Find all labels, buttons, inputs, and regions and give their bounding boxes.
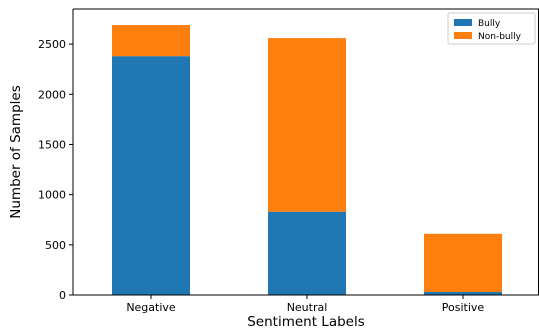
x-axis-label: Sentiment Labels — [247, 314, 365, 329]
y-tick-label: 0 — [59, 289, 66, 302]
bar-non-bully-negative — [112, 25, 190, 57]
y-tick-label: 1500 — [38, 138, 66, 151]
bar-bully-neutral — [268, 211, 346, 295]
legend-swatch — [454, 19, 472, 26]
bar-non-bully-positive — [424, 233, 502, 292]
y-tick-label: 2500 — [38, 38, 66, 51]
y-tick-label: 2000 — [38, 88, 66, 101]
bar-bully-positive — [424, 291, 502, 295]
x-tick-label: Neutral — [287, 301, 328, 314]
y-axis-label: Number of Samples — [8, 85, 24, 218]
bar-bully-negative — [112, 56, 190, 295]
legend-label: Non-bully — [478, 32, 522, 42]
bar-non-bully-neutral — [268, 38, 346, 212]
x-tick-label: Positive — [442, 301, 485, 314]
bars-group — [112, 25, 502, 295]
y-tick-label: 1000 — [38, 189, 66, 202]
legend-label: Bully — [478, 19, 501, 29]
x-tick-label: Negative — [126, 301, 176, 314]
legend-swatch — [454, 32, 472, 39]
legend: Bully Non-bully — [447, 12, 536, 45]
y-tick-label: 500 — [45, 239, 66, 252]
